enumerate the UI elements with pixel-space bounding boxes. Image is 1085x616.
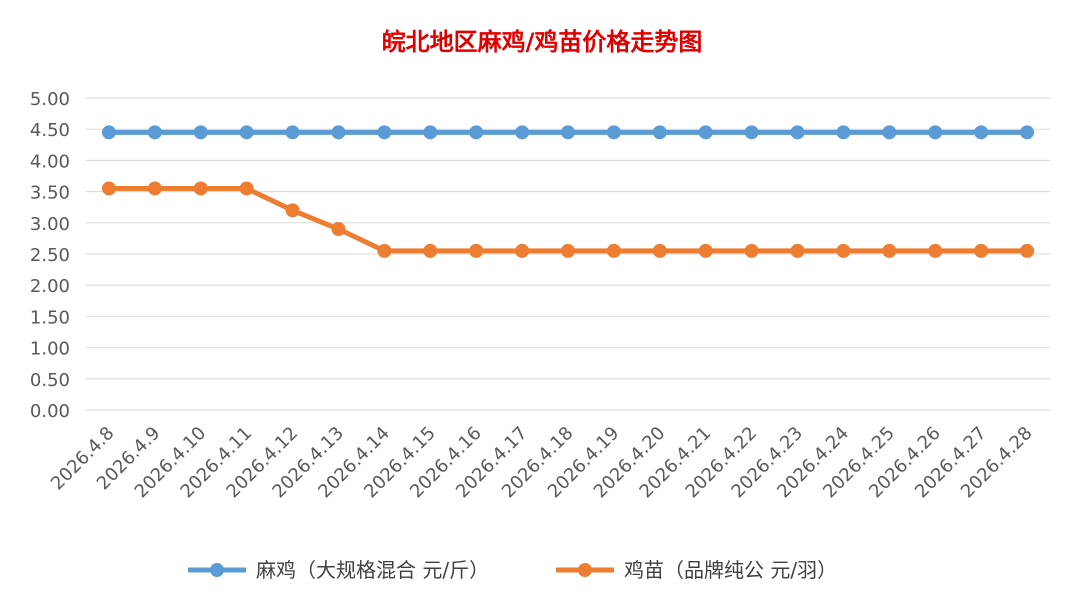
data-point-series-2 <box>193 181 208 196</box>
data-point-series-1 <box>744 125 759 140</box>
data-point-series-1 <box>698 125 713 140</box>
data-point-series-2 <box>974 243 989 258</box>
y-tick-label: 2.00 <box>30 276 70 297</box>
data-point-series-1 <box>928 125 943 140</box>
data-point-series-1 <box>515 125 530 140</box>
data-point-series-1 <box>423 125 438 140</box>
y-tick-label: 1.50 <box>30 307 70 328</box>
data-point-series-1 <box>561 125 575 140</box>
data-point-series-2 <box>377 243 392 258</box>
data-point-series-2 <box>469 243 484 258</box>
data-point-series-1 <box>1020 125 1035 140</box>
y-tick-label: 3.50 <box>30 183 70 204</box>
y-tick-label: 4.50 <box>30 120 70 141</box>
data-point-series-2 <box>561 243 575 258</box>
data-point-series-1 <box>239 125 254 140</box>
series-line-2 <box>108 185 1028 254</box>
x-axis-tick-labels: 2026.4.82026.4.92026.4.102026.4.112026.4… <box>47 423 1037 503</box>
y-tick-label: 1.00 <box>30 339 70 360</box>
data-point-series-2 <box>790 243 805 258</box>
data-point-series-2 <box>744 243 759 258</box>
data-point-series-2 <box>101 181 116 196</box>
y-tick-label: 5.00 <box>30 89 70 110</box>
data-point-series-2 <box>147 181 162 196</box>
data-point-series-2 <box>515 243 530 258</box>
legend-label-1: 麻鸡（大规格混合 元/斤） <box>256 558 489 582</box>
data-point-series-1 <box>652 125 667 140</box>
y-tick-label: 3.00 <box>30 214 70 235</box>
legend-marker-1 <box>210 563 224 577</box>
y-tick-label: 2.50 <box>30 245 70 266</box>
data-point-series-1 <box>974 125 989 140</box>
chart-title: 皖北地区麻鸡/鸡苗价格走势图 <box>382 28 703 56</box>
series-layer <box>101 125 1035 258</box>
data-point-series-2 <box>882 243 897 258</box>
y-axis-tick-labels: 0.00 0.50 1.00 1.50 2.00 2.50 3.00 3.50 4.00 4.50… <box>30 89 70 422</box>
data-point-series-1 <box>790 125 805 140</box>
data-point-series-1 <box>147 125 162 140</box>
data-point-series-2 <box>285 203 300 218</box>
y-tick-label: 0.50 <box>30 370 70 391</box>
legend-marker-2 <box>578 563 592 577</box>
y-tick-label: 4.00 <box>30 151 70 172</box>
data-point-series-1 <box>193 125 208 140</box>
data-point-series-2 <box>928 243 943 258</box>
data-point-series-1 <box>285 125 300 140</box>
data-point-series-2 <box>423 243 438 258</box>
data-point-series-2 <box>698 243 713 258</box>
data-point-series-2 <box>331 222 346 237</box>
data-point-series-1 <box>469 125 484 140</box>
legend-label-2: 鸡苗（品牌纯公 元/羽） <box>624 558 837 582</box>
y-tick-label: 0.00 <box>30 401 70 422</box>
data-point-series-1 <box>331 125 346 140</box>
data-point-series-2 <box>652 243 667 258</box>
legend: 麻鸡（大规格混合 元/斤） 鸡苗（品牌纯公 元/羽） <box>188 558 837 582</box>
data-point-series-1 <box>882 125 897 140</box>
data-point-series-1 <box>101 125 116 140</box>
data-point-series-2 <box>836 243 851 258</box>
data-point-series-2 <box>1020 243 1035 258</box>
data-point-series-1 <box>377 125 392 140</box>
data-point-series-2 <box>239 181 254 196</box>
data-point-series-1 <box>836 125 851 140</box>
data-point-series-1 <box>606 125 621 140</box>
data-point-series-2 <box>606 243 621 258</box>
